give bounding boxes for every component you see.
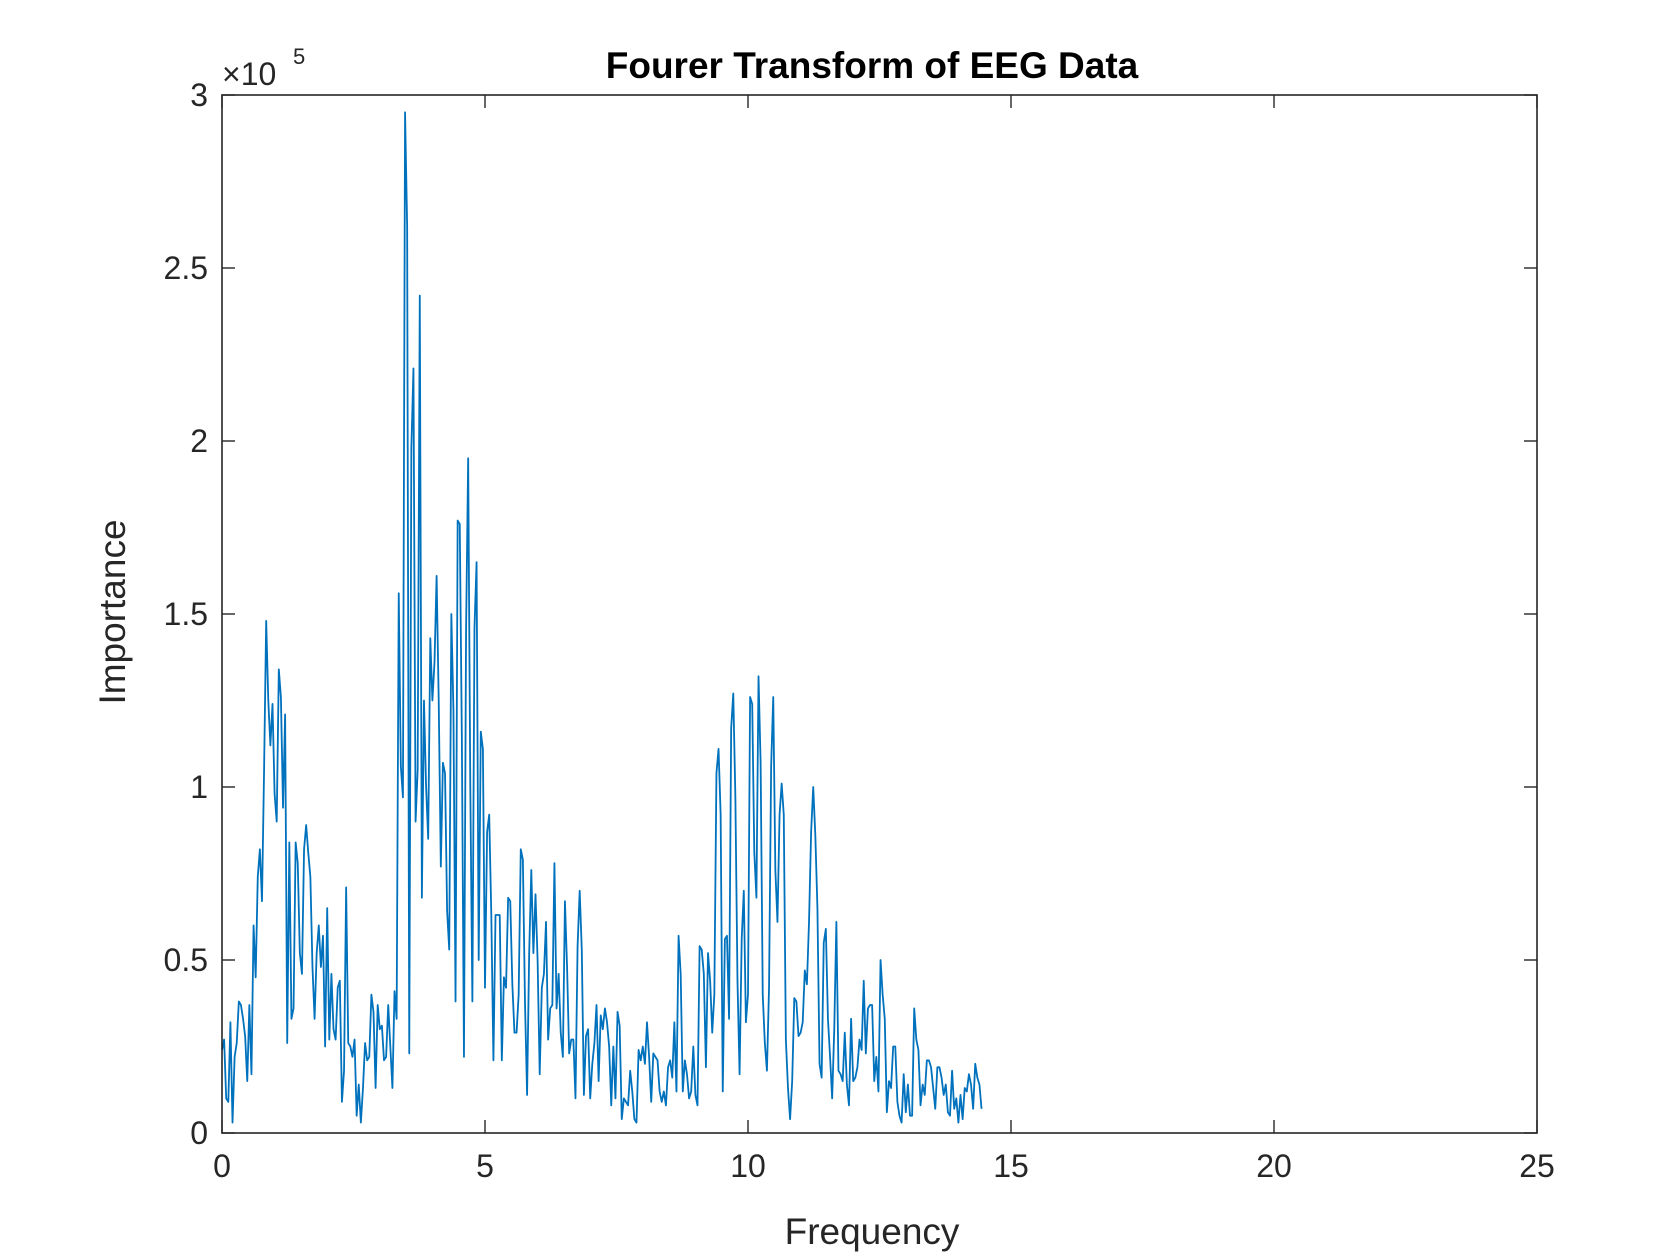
y-tick-label: 0 [190, 1115, 208, 1151]
series-line-0 [221, 111, 983, 1124]
x-tick-label: 10 [730, 1148, 766, 1184]
plot-area: 0 5 10 15 20 25 0 0.5 1 1.5 2 2.5 3 [164, 77, 1555, 1184]
y-axis-exponent-power: 5 [293, 44, 305, 69]
x-tick-label: 0 [213, 1148, 231, 1184]
y-tick-label: 2 [190, 423, 208, 459]
y-tick-label: 0.5 [164, 942, 208, 978]
y-axis-exponent-label: ×10 5 [222, 44, 305, 92]
x-tick-label: 20 [1256, 1148, 1292, 1184]
y-tick-label: 1 [190, 769, 208, 805]
x-tick-label: 5 [476, 1148, 494, 1184]
x-axis-label: Frequency [785, 1211, 960, 1252]
y-tick-label: 1.5 [164, 596, 208, 632]
chart-title: Fourer Transform of EEG Data [606, 45, 1139, 86]
y-axis-exponent-base: ×10 [222, 56, 276, 92]
x-tick-label: 25 [1519, 1148, 1555, 1184]
y-tick-label: 3 [190, 77, 208, 113]
x-tick-label: 15 [993, 1148, 1029, 1184]
y-axis-label: Importance [92, 519, 133, 704]
y-tick-label: 2.5 [164, 250, 208, 286]
